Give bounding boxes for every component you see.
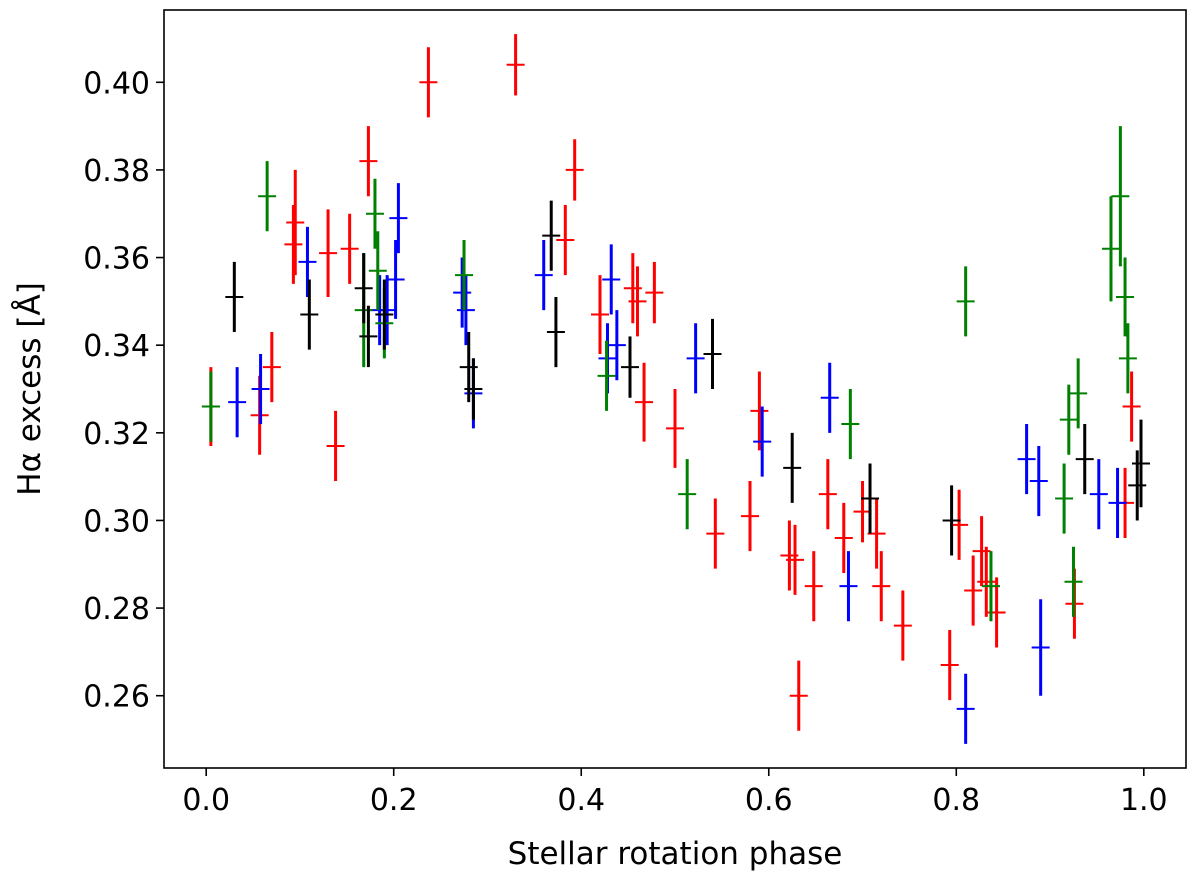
y-tick-label: 0.30	[83, 504, 150, 539]
y-tick-label: 0.36	[83, 242, 150, 277]
y-tick-label: 0.38	[83, 154, 150, 189]
y-tick-label: 0.40	[83, 66, 150, 101]
x-tick-label: 0.4	[557, 783, 605, 818]
y-tick-label: 0.32	[83, 417, 150, 452]
y-tick-label: 0.26	[83, 680, 150, 715]
x-axis: 0.0 0.2 0.4 0.6 0.8 1.0	[182, 768, 1168, 818]
y-axis-label: Hα excess [Å]	[12, 282, 48, 496]
y-axis: 0.26 0.28 0.30 0.32 0.34 0.36 0.38 0.40	[83, 66, 164, 715]
x-tick-label: 0.2	[370, 783, 418, 818]
y-tick-label: 0.28	[83, 592, 150, 627]
x-axis-label: Stellar rotation phase	[508, 836, 843, 872]
y-tick-label: 0.34	[83, 329, 150, 364]
x-tick-label: 0.6	[745, 783, 793, 818]
x-tick-label: 1.0	[1120, 783, 1168, 818]
x-tick-label: 0.0	[182, 783, 230, 818]
x-tick-label: 0.8	[932, 783, 980, 818]
plot-frame	[163, 9, 1187, 769]
data-marks	[201, 34, 1150, 744]
series-black	[225, 200, 1150, 556]
